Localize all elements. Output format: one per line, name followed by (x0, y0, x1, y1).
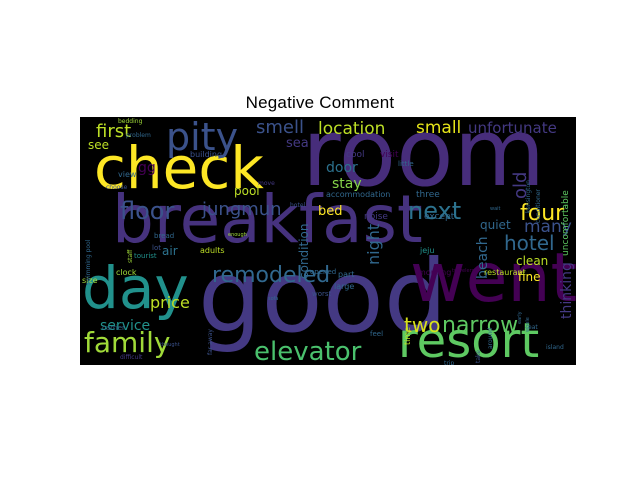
word-whole: whole (525, 317, 531, 332)
word-building: building (190, 150, 223, 159)
word-fine: fine (518, 270, 541, 284)
word-elevator: elevator (254, 337, 362, 365)
word-swimming-pool: swimming pool (85, 239, 92, 285)
word-four: four (520, 201, 565, 226)
word-cool: cool (346, 150, 365, 160)
word-accommodation: accommodation (326, 190, 391, 199)
word-bedding: bedding (118, 118, 143, 125)
word-hotel-small: hotel (290, 202, 306, 209)
word-bread: bread (154, 232, 175, 240)
word-except: except (424, 212, 455, 222)
word-went: went (410, 239, 576, 318)
word-floor: floor (120, 197, 175, 225)
word-small: small (416, 118, 462, 138)
word-clock: clock (116, 268, 137, 277)
word-around: around (487, 327, 494, 349)
word-visit: visit (380, 150, 399, 160)
word-jungmun: jungmun (202, 199, 282, 220)
word-kensington: kensington (525, 180, 532, 213)
word-part: part (338, 270, 355, 279)
word-island: island (546, 344, 564, 351)
word-move: move (258, 180, 275, 187)
word-thought: thought (160, 342, 180, 348)
word-problem: problem (126, 132, 151, 139)
word-adults: adults (200, 246, 225, 255)
word-opened: opened (310, 268, 337, 276)
word-service: service (100, 318, 151, 334)
word-restaurant: restaurant (484, 268, 526, 277)
word-tourist: tourist (134, 252, 157, 260)
word-bed: bed (318, 204, 343, 219)
word-unfortunate: unfortunate (468, 119, 557, 137)
word-day: day (82, 254, 189, 322)
word-good: good (198, 238, 448, 355)
cloud-title: Negative Comment (245, 93, 395, 112)
word-eat: eat (528, 324, 538, 331)
word-hotel: hotel (504, 231, 555, 255)
word-smell: smell (256, 117, 304, 138)
word-enough: enough (228, 232, 247, 238)
word-uncomfortable: uncomfortable (561, 190, 571, 256)
word-see: see (88, 138, 110, 152)
word-sea: sea (286, 136, 309, 151)
word-take: take (475, 350, 482, 363)
word-price: price (150, 293, 190, 312)
word-morning: morning (418, 268, 452, 277)
word-noise: noise (364, 212, 388, 222)
word-air: air (162, 244, 178, 258)
word-early: early (517, 311, 523, 324)
word-room: room (302, 117, 546, 208)
word-three: three (416, 190, 440, 200)
word-choose: choose (106, 184, 128, 191)
word-resort: resort (398, 313, 540, 365)
word-time: time (403, 326, 412, 345)
word-clean: clean (516, 254, 549, 268)
word-first: first (96, 121, 132, 142)
word-quiet: quiet (480, 218, 511, 232)
word-wait: wait (490, 206, 501, 212)
word-staff: staff (127, 249, 134, 263)
word-cloud: room breakfast good check went day resort pity f… (80, 117, 576, 365)
word-location: location (318, 119, 386, 139)
word-next: next (408, 197, 462, 225)
word-remodeled: remodeled (212, 263, 331, 288)
word-feel: feel (370, 330, 384, 338)
word-family: family (84, 326, 171, 359)
word-conditioner: conditioner (535, 189, 542, 223)
word-sofa: sofa (268, 296, 279, 302)
word-check: check (94, 134, 264, 202)
word-difficult: difficult (120, 354, 143, 361)
word-two: two (404, 313, 441, 337)
word-carrier: carrier (102, 324, 125, 332)
word-far-away: far away (207, 329, 214, 355)
word-travelers: travelers (452, 268, 475, 274)
word-narrow: narrow (442, 313, 519, 338)
word-pool: pool (234, 184, 260, 198)
word-lot: lot (152, 244, 161, 252)
word-trip: trip (444, 360, 455, 366)
word-large: large (334, 282, 355, 291)
word-condition: condition (297, 223, 311, 279)
word-pity: pity (166, 117, 239, 159)
word-gg: gg (138, 160, 156, 176)
word-view: view (118, 170, 137, 179)
word-size: size (82, 276, 98, 285)
word-breakfast: breakfast (112, 181, 423, 258)
word-jeju: jeju (420, 246, 435, 255)
word-stay: stay (332, 176, 362, 192)
word-many: many (524, 217, 572, 237)
word-night: night (364, 223, 383, 265)
word-little: little (398, 160, 414, 168)
word-thinking: thinking (559, 262, 575, 319)
word-door: door (326, 160, 358, 176)
word-worst: worst (312, 290, 332, 298)
